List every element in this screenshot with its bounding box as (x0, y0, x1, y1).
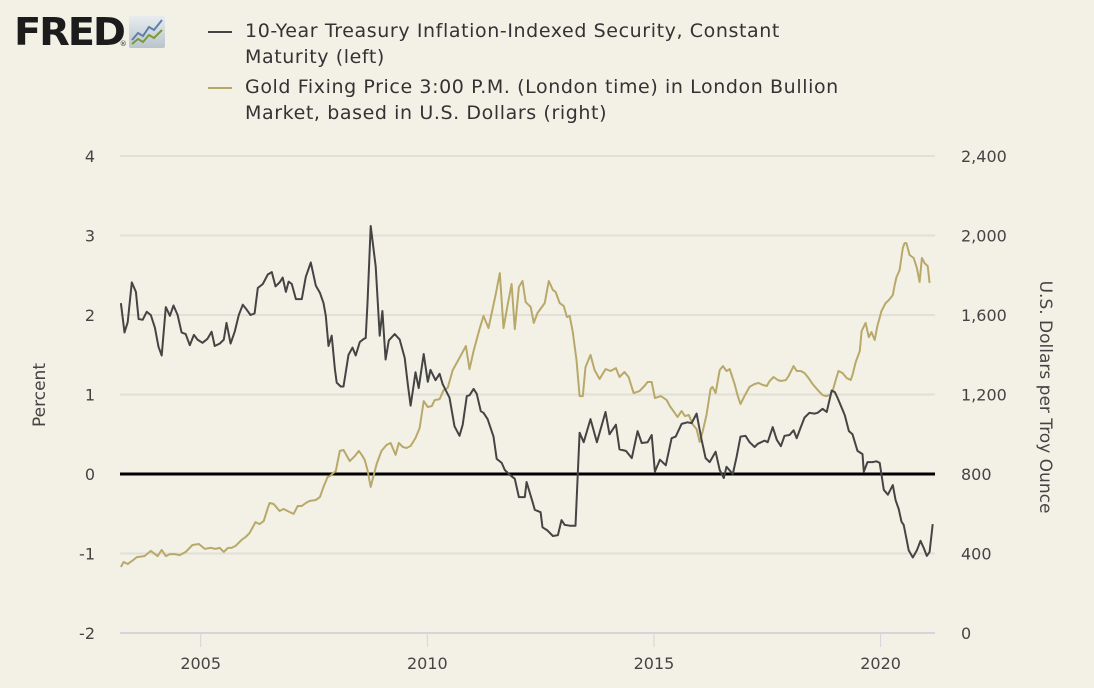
legend-entry-tips[interactable]: 10-Year Treasury Inflation-Indexed Secur… (208, 18, 855, 70)
y-left-tick-label: 3 (85, 227, 95, 246)
y-left-tick-label: -1 (79, 545, 95, 564)
series-group (119, 225, 934, 568)
x-tick-label: 2010 (407, 654, 448, 673)
mini-line-chart-icon (128, 16, 165, 48)
x-axis: 2005 2010 2015 2020 (180, 633, 901, 673)
legend-entry-gold[interactable]: Gold Fixing Price 3:00 P.M. (London time… (208, 74, 855, 126)
fred-wordmark: FRED (14, 10, 126, 54)
y-left-tick-label: 0 (85, 465, 95, 484)
x-tick-label: 2015 (634, 654, 675, 673)
y-right-tick-label: 1,600 (961, 306, 1007, 325)
y-left-tick-label: -2 (79, 624, 95, 643)
y-right-tick-label: 1,200 (961, 386, 1007, 405)
y-left-tick-label: 1 (85, 386, 95, 405)
registered-mark: ® (119, 40, 127, 48)
y-left-tick-label: 4 (85, 147, 95, 166)
y-right-tick-label: 400 (961, 545, 992, 564)
x-tick-label: 2020 (860, 654, 901, 673)
y-axis-right: 2,400 2,000 1,600 1,200 800 400 0 (961, 147, 1007, 643)
y-right-tick-label: 800 (961, 465, 992, 484)
y-right-tick-label: 2,000 (961, 227, 1007, 246)
series-line-tips (119, 225, 934, 559)
legend-swatch-tips (208, 31, 232, 33)
y-right-tick-label: 0 (961, 624, 971, 643)
legend-label-tips: 10-Year Treasury Inflation-Indexed Secur… (245, 20, 780, 68)
y-left-tick-label: 2 (85, 306, 95, 325)
y-right-tick-label: 2,400 (961, 147, 1007, 166)
series-line-gold (120, 242, 931, 568)
gridlines (120, 155, 935, 634)
y-axis-left-title: Percent (30, 363, 50, 427)
fred-logo[interactable]: FRED ® (14, 12, 165, 52)
y-axis-left: 4 3 2 1 0 -1 -2 (79, 147, 95, 643)
legend-label-gold: Gold Fixing Price 3:00 P.M. (London time… (245, 76, 839, 124)
legend-swatch-gold (208, 87, 232, 89)
x-tick-label: 2005 (180, 654, 221, 673)
y-axis-right-title: U.S. Dollars per Troy Ounce (1035, 281, 1055, 514)
